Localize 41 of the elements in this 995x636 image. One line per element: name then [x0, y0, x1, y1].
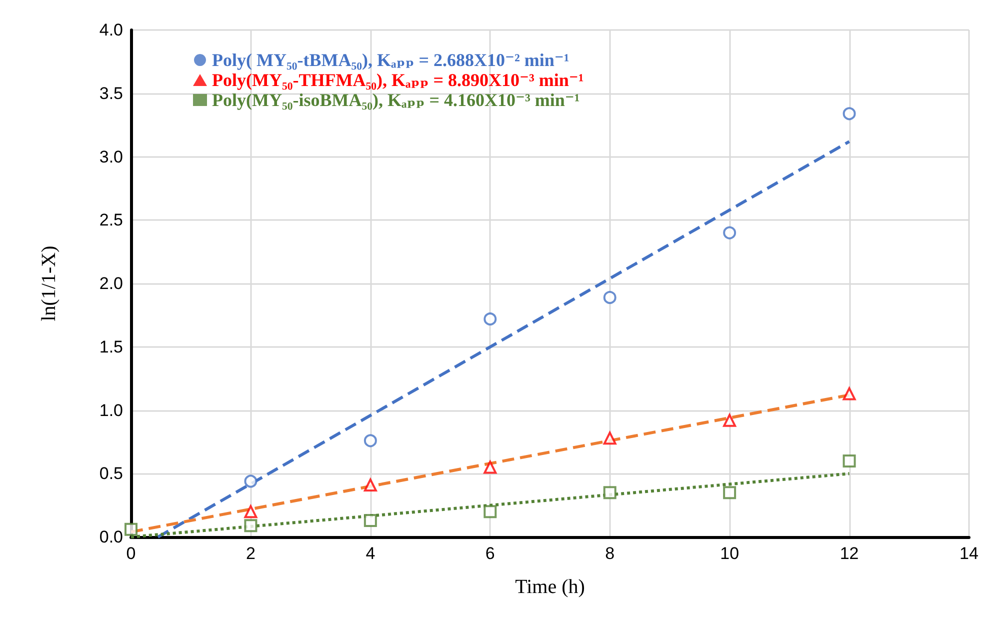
y-tick-label: 1.5 [99, 337, 123, 356]
y-tick-label: 0.5 [99, 464, 123, 484]
x-tick-label: 8 [605, 544, 615, 563]
x-tick-label: 2 [246, 544, 256, 563]
point [723, 414, 736, 427]
y-tick-label: 4.0 [99, 20, 123, 40]
y-tick-label: 3.5 [99, 84, 123, 103]
x-tick-label: 0 [126, 544, 136, 563]
y-tick-label: 0.0 [99, 528, 123, 546]
y-tick-label: 2.0 [99, 274, 123, 293]
legend-label: Poly(MY₅₀-isoBMA₅₀), Kₐₚₚ = 4.160X10⁻³ min⁻¹ [212, 90, 580, 110]
point [842, 387, 856, 400]
point [244, 505, 258, 518]
y-axis-title: ln(1/1-X) [38, 246, 60, 322]
point [723, 226, 736, 240]
point [244, 519, 258, 532]
point [244, 474, 258, 488]
x-tick-label: 14 [960, 544, 978, 563]
y-tick-label: 1.0 [99, 400, 123, 420]
x-tick-label: 10 [720, 544, 740, 563]
point [364, 514, 377, 528]
point [124, 522, 138, 536]
point [723, 486, 736, 500]
point [364, 478, 377, 492]
x-axis-title: Time (h) [515, 576, 585, 598]
point [484, 505, 497, 518]
point [364, 434, 377, 448]
point [484, 312, 497, 326]
point [603, 290, 616, 304]
point [842, 454, 856, 468]
legend-label: Poly(MY₅₀-THFMA₅₀), Kₐₚₚ = 8.890X10⁻³ min⁻¹ [212, 70, 584, 90]
point [484, 460, 497, 474]
x-tick-label: 4 [366, 544, 376, 563]
point [603, 432, 616, 445]
point [603, 486, 616, 500]
x-tick-label: 12 [840, 544, 859, 563]
legend-label: Poly( MY₅₀-tBMA₅₀), Kₐₚₚ = 2.688X10⁻² min⁻¹ [212, 50, 570, 70]
point [842, 107, 856, 120]
y-tick-label: 2.5 [99, 210, 123, 230]
x-tick-label: 6 [485, 544, 495, 563]
y-tick-label: 3.0 [99, 147, 123, 166]
